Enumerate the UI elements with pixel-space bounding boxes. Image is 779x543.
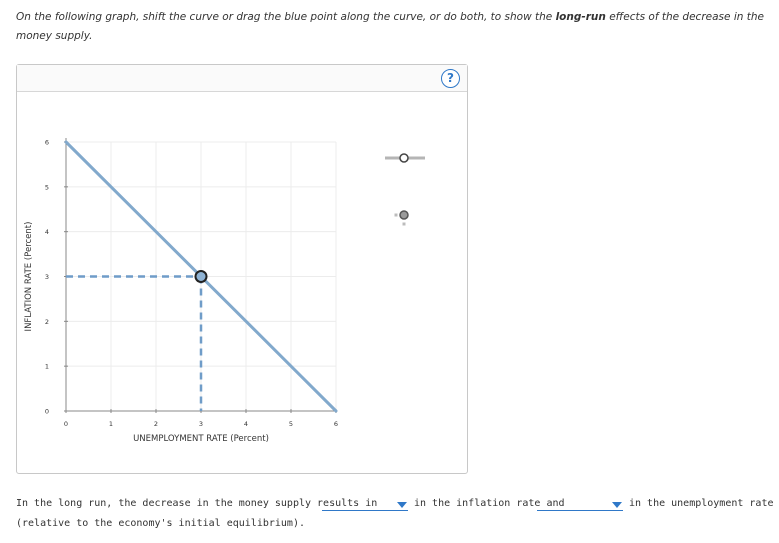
y-tick-label: 4 [45, 228, 49, 236]
instructions-bold: long-run [555, 11, 606, 23]
help-icon: ? [447, 71, 454, 85]
x-tick-label: 4 [244, 420, 248, 428]
y-tick-label: 3 [45, 273, 49, 281]
instructions-text-1: On the following graph, shift the curve … [16, 11, 556, 23]
x-tick-label: 2 [154, 420, 158, 428]
answer-text-1: In the long run, the decrease in the mon… [16, 498, 378, 509]
dropdown-inflation[interactable] [322, 498, 408, 511]
x-tick-label: 0 [64, 420, 68, 428]
x-tick-label: 3 [199, 420, 203, 428]
answer-text-3: in the unemployment rate [629, 498, 774, 509]
answer-text-2: in the inflation rate and [414, 498, 565, 509]
y-axis-label: INFLATION RATE (Percent) [24, 222, 34, 332]
graph-header: ? [17, 65, 467, 92]
graph-panel: ? 0 1 2 3 4 5 6 0 1 2 3 4 5 6 UNEMPLOYMENT RATE (Perce… [16, 64, 468, 474]
y-tick-label: 0 [45, 408, 49, 416]
y-tick-label: 1 [45, 363, 49, 371]
dropdown-unemployment[interactable] [537, 498, 623, 511]
instructions-text-2: effects of the decrease in the money sup… [16, 11, 764, 42]
x-tick-label: 1 [109, 420, 113, 428]
chevron-down-icon [397, 502, 407, 508]
equilibrium-point[interactable] [194, 270, 208, 283]
help-button[interactable]: ? [441, 69, 460, 88]
chevron-down-icon [612, 502, 622, 508]
x-tick-label: 5 [289, 420, 293, 428]
x-tick-label: 6 [334, 420, 338, 428]
x-axis-label: UNEMPLOYMENT RATE (Percent) [133, 434, 269, 444]
answer-text-4: (relative to the economy's initial equil… [16, 518, 305, 529]
y-tick-label: 5 [45, 183, 49, 191]
y-tick-label: 6 [45, 139, 49, 147]
instructions: On the following graph, shift the curve … [16, 8, 774, 46]
phillips-curve-graph[interactable]: 0 1 2 3 4 5 6 0 1 2 3 4 5 6 UNEMPLOYMENT RATE (Percent… [17, 65, 469, 475]
point-tool-icon[interactable] [394, 210, 409, 226]
y-tick-label: 2 [45, 318, 49, 326]
curve-tool-icon[interactable] [385, 153, 425, 163]
